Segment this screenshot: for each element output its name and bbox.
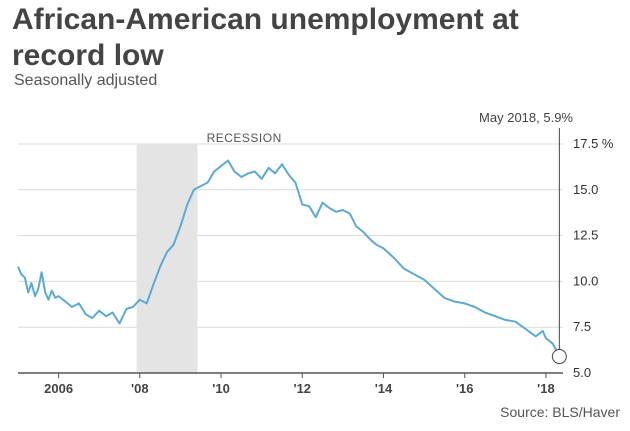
chart-subtitle: Seasonally adjusted xyxy=(14,72,158,89)
y-tick-label: 7.5 xyxy=(573,319,591,334)
x-tick-label: '18 xyxy=(537,381,555,396)
series-lines xyxy=(17,159,561,357)
series-line xyxy=(17,159,561,357)
y-tick-label: 5.0 xyxy=(573,365,591,380)
x-tick-label: '12 xyxy=(293,381,311,396)
y-tick-label: 17.5 % xyxy=(573,136,614,151)
axes: 5.0 7.5 10.0 12.5 15.0 17.5 % 2006 '08 '10 '12 '14… xyxy=(18,136,614,396)
x-tick-label: '10 xyxy=(212,381,230,396)
source-note: Source: BLS/Haver xyxy=(500,404,620,420)
annotation-marker xyxy=(551,349,567,365)
y-tick-label: 12.5 xyxy=(573,228,598,243)
y-tick-label: 10.0 xyxy=(573,273,598,288)
x-tick-label: 2006 xyxy=(44,381,73,396)
y-tick-label: 15.0 xyxy=(573,182,598,197)
x-tick-label: '08 xyxy=(131,381,149,396)
annotation-label: May 2018, 5.9% xyxy=(479,110,573,125)
chart-title: African-American unemployment at record … xyxy=(12,3,519,72)
recession-band: RECESSION xyxy=(136,131,282,373)
x-tick-label: '16 xyxy=(456,381,474,396)
annotations: May 2018, 5.9% xyxy=(479,110,573,365)
recession-shading xyxy=(136,144,198,373)
x-tick-label: '14 xyxy=(375,381,393,396)
recession-label: RECESSION xyxy=(207,131,282,145)
